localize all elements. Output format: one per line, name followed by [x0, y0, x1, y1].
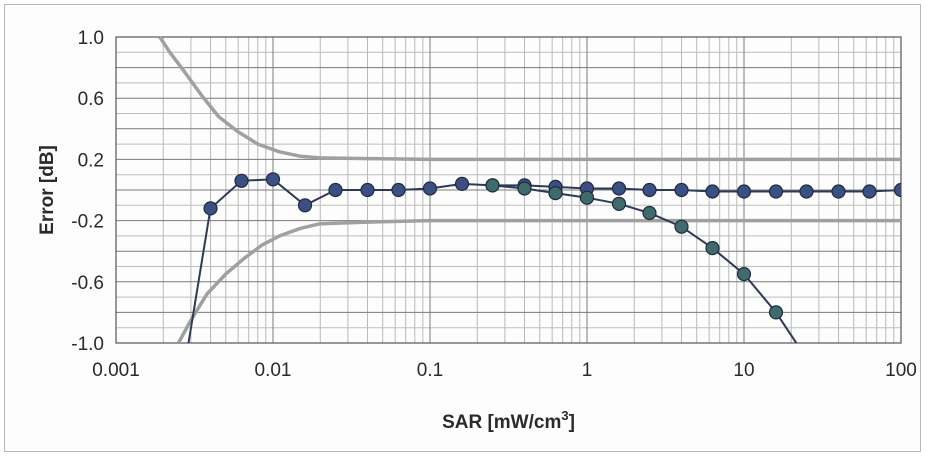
measured-high-point [862, 184, 877, 199]
lower-limit-line [176, 218, 901, 343]
x-axis-title: SAR [mW/cm3] [442, 408, 575, 433]
x-axis-title-superscript: 3 [561, 408, 568, 423]
measured-high-point [265, 172, 281, 187]
measured-high-point [422, 181, 438, 196]
measured-high-point [360, 182, 375, 198]
sar-error-chart: 0.001 0.01 0.1 1 10 100 1.0 0.6 0.2 -0.2 -0.6 -1.0… [37, 28, 917, 433]
measured-low-point [579, 190, 595, 205]
x-tick-label: 0.1 [417, 360, 443, 381]
measured-low-point [548, 186, 563, 201]
measured-high-point [391, 182, 406, 198]
measured-low-point [705, 241, 720, 256]
measured-high-point [799, 184, 814, 199]
measured-high-point [893, 182, 901, 198]
chart-frame: 0.001 0.01 0.1 1 10 100 1.0 0.6 0.2 -0.2 -0.6 -1.0… [4, 4, 921, 452]
x-tick-labels: 0.001 0.01 0.1 1 10 100 [92, 360, 917, 381]
y-tick-label: -1.0 [71, 334, 104, 355]
x-axis-title-end: ] [569, 412, 575, 433]
data-series [158, 36, 901, 411]
measured-high-point [705, 184, 720, 199]
measured-high-point [454, 176, 470, 191]
y-tick-label: 1.0 [78, 28, 104, 49]
y-tick-labels: 1.0 0.6 0.2 -0.2 -0.6 -1.0 [71, 28, 104, 355]
x-tick-label: 10 [733, 360, 754, 381]
measured-high-point [611, 181, 627, 196]
y-tick-label: -0.6 [71, 273, 104, 294]
measured-low-point [768, 305, 784, 320]
measured-high-point [736, 184, 752, 199]
x-tick-label: 100 [885, 360, 917, 381]
x-axis-title-main: SAR [mW/cm [442, 412, 561, 433]
y-tick-label: -0.2 [71, 212, 104, 233]
measured-high-point [768, 184, 784, 199]
measured-low-point [517, 181, 532, 196]
measured-high-point [674, 182, 689, 198]
x-tick-label: 0.001 [92, 360, 140, 381]
measured-high-point [642, 182, 657, 198]
upper-limit-line [158, 36, 901, 162]
y-axis-title: Error [dB] [37, 145, 58, 235]
measured-high-point [172, 398, 185, 411]
measured-low-point [674, 219, 689, 234]
x-tick-label: 1 [582, 360, 593, 381]
measured-high-point [328, 182, 343, 198]
measured-high-point [203, 201, 218, 216]
measured-low-point [736, 267, 752, 282]
x-tick-label: 0.01 [255, 360, 292, 381]
measured-high-point [234, 173, 249, 188]
measured-low-point [800, 352, 813, 365]
measured-high-point [297, 198, 313, 213]
measured-low-point [642, 205, 657, 221]
measured-low-point [611, 196, 627, 211]
y-tick-label: 0.6 [78, 89, 104, 110]
y-tick-label: 0.2 [78, 150, 104, 171]
measured-low-point [485, 178, 500, 193]
measured-high-point [831, 184, 846, 199]
